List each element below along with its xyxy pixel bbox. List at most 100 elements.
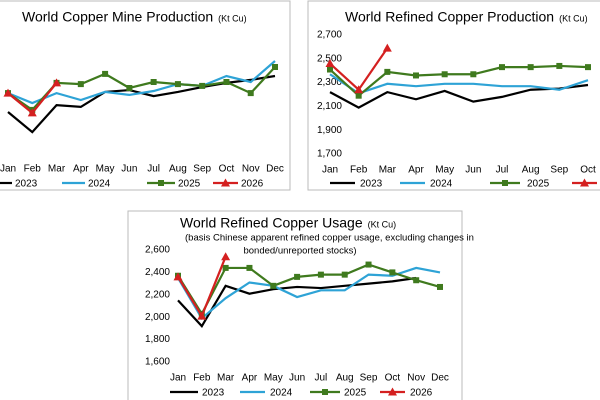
x-tick-label: Apr (242, 373, 258, 384)
y-tick-label: 2,100 (317, 101, 342, 112)
legend-marker (580, 178, 589, 187)
marker (3, 88, 13, 97)
marker (197, 311, 207, 320)
marker (341, 271, 348, 278)
x-tick-label: Oct (385, 373, 401, 384)
marker (102, 70, 109, 77)
marker (527, 64, 534, 71)
marker (247, 90, 254, 97)
marker (77, 81, 84, 88)
legend-label: 2026 (241, 179, 264, 190)
legend-label: 2025 (527, 179, 550, 190)
x-tick-label: Aug (169, 164, 187, 175)
series-line (329, 64, 589, 98)
legend-label: 2024 (88, 179, 111, 190)
marker (365, 261, 372, 268)
y-tick-label: 2,200 (145, 289, 170, 300)
x-tick-label: Sep (193, 164, 211, 175)
y-tick-label: 1,600 (145, 357, 170, 368)
marker (246, 264, 253, 271)
legend-marker (388, 387, 397, 396)
y-tick-label: 2,600 (145, 245, 170, 256)
marker (585, 64, 591, 71)
marker (223, 79, 230, 85)
x-tick-label: Feb (193, 373, 211, 384)
marker (325, 59, 335, 68)
panel-frame (307, 0, 600, 191)
x-tick-label: Apr (73, 164, 89, 175)
legend-marker (221, 178, 230, 187)
chart-title: World Refined Copper Usage (180, 215, 363, 231)
x-tick-label: Feb (24, 164, 42, 175)
marker (413, 277, 420, 284)
series-line (177, 263, 441, 317)
y-tick-label: 2,400 (145, 267, 170, 278)
x-tick-label: May (96, 164, 115, 175)
chart-title: World Copper Mine Production (22, 9, 213, 25)
marker (384, 68, 391, 75)
legend-label: 2025 (178, 179, 201, 190)
legend-label: 2023 (202, 388, 225, 399)
x-tick-label: May (435, 165, 454, 176)
panel-frame (0, 0, 291, 191)
x-tick-label: Jan (0, 164, 16, 175)
marker (52, 78, 62, 87)
marker (173, 272, 183, 281)
y-tick-label: 2,500 (317, 53, 342, 64)
legend-label: 2025 (344, 388, 367, 399)
legend-marker (502, 180, 508, 186)
marker (222, 264, 229, 271)
marker (556, 62, 563, 69)
series-line (329, 73, 589, 95)
subtitle: (basis Chinese apparent refined copper u… (185, 233, 474, 244)
marker (437, 283, 443, 290)
x-tick-label: Jun (465, 165, 481, 176)
x-tick-label: Mar (379, 165, 397, 176)
marker (355, 92, 362, 99)
marker (272, 64, 278, 70)
series-line (329, 83, 589, 109)
marker (441, 71, 448, 78)
x-tick-label: Aug (522, 165, 540, 176)
marker (389, 269, 396, 276)
legend-label: 2026 (410, 388, 433, 399)
x-tick-label: May (264, 373, 283, 384)
legend-marker (322, 389, 328, 395)
series-line (7, 66, 276, 112)
legend-label: 2023 (360, 179, 383, 190)
x-tick-label: Nov (242, 164, 260, 175)
marker (150, 79, 157, 85)
marker (27, 108, 37, 117)
x-tick-label: Dec (431, 373, 449, 384)
panel-frame (127, 210, 463, 400)
x-tick-label: Jan (322, 165, 338, 176)
y-tick-label: 2,300 (317, 77, 342, 88)
x-tick-label: Aug (336, 373, 354, 384)
legend-marker (158, 180, 164, 186)
series-line (177, 276, 417, 328)
x-tick-label: Jul (147, 164, 160, 175)
marker (354, 85, 364, 94)
marker (221, 252, 231, 261)
marker (294, 273, 301, 280)
x-tick-label: Dec (266, 164, 284, 175)
marker (470, 71, 477, 78)
marker (499, 64, 505, 71)
x-tick-label: Feb (350, 165, 368, 176)
title-unit: (Kt Cu) (559, 13, 588, 23)
x-tick-label: Jun (289, 373, 305, 384)
legend-label: 2023 (15, 179, 38, 190)
marker (382, 43, 392, 52)
series-line (7, 60, 276, 105)
x-tick-label: Sep (360, 373, 378, 384)
subtitle: bonded/unreported stocks) (243, 246, 356, 257)
x-tick-label: Mar (48, 164, 66, 175)
marker (199, 82, 206, 89)
y-tick-label: 1,800 (145, 334, 170, 345)
legend-label: 2024 (270, 388, 293, 399)
x-tick-label: Oct (580, 165, 596, 176)
x-tick-label: Sep (550, 165, 568, 176)
y-tick-label: 1,700 (317, 149, 342, 160)
